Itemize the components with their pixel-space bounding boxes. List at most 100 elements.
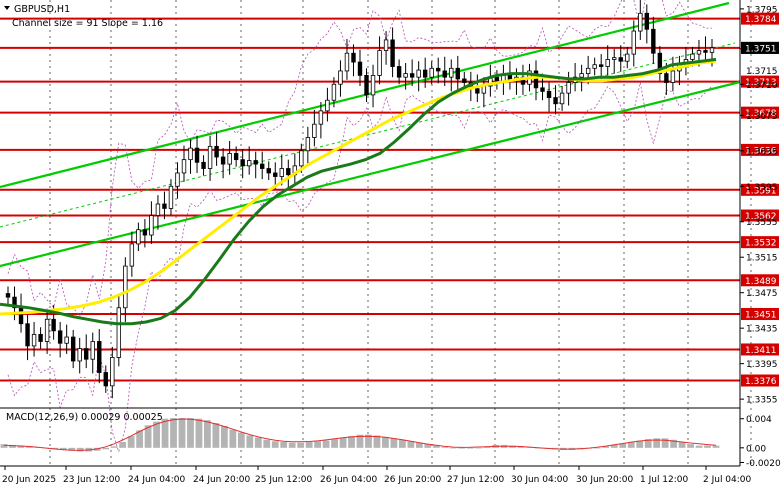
macd-histogram-bar <box>170 418 177 448</box>
candle-body <box>136 229 141 245</box>
candle-body <box>344 52 350 72</box>
macd-histogram-bar <box>390 438 398 448</box>
axis-tick-label: 1.3515 <box>746 254 778 264</box>
candle-body <box>84 348 89 360</box>
macd-histogram-bar <box>246 435 254 448</box>
caret-down-icon <box>4 6 10 10</box>
time-axis-label: 30 Jun 20:00 <box>576 475 633 485</box>
macd-histogram-bar <box>712 445 720 448</box>
level-label: 1.3678 <box>745 109 777 119</box>
candle-body <box>233 153 239 161</box>
time-axis-label: 25 Jun 12:00 <box>255 475 312 485</box>
candle-body <box>5 293 11 298</box>
time-axis-label: 20 Jun 2025 <box>2 475 56 485</box>
level-label-box <box>741 236 779 249</box>
candle-body <box>403 73 408 78</box>
candle-body <box>612 57 617 60</box>
level-label: 1.3562 <box>745 212 777 222</box>
candle-body <box>214 145 219 158</box>
macd-histogram-bar <box>593 447 601 449</box>
current-price-box <box>741 41 779 54</box>
candle-body <box>129 243 135 267</box>
candle-body <box>351 52 356 63</box>
level-label-box <box>741 209 779 222</box>
candle-body <box>429 67 434 78</box>
candle-body <box>709 47 715 53</box>
candle-body <box>31 333 37 347</box>
candle-body <box>64 336 69 344</box>
candle-body <box>318 110 324 125</box>
current-price-label: 1.3751 <box>745 44 777 54</box>
candle-body <box>51 318 56 332</box>
candle-body <box>644 12 650 30</box>
candle-body <box>188 147 193 161</box>
macd-histogram-bar <box>339 437 347 448</box>
macd-histogram-bar <box>365 434 372 448</box>
candle-body <box>377 50 382 76</box>
macd-histogram-bar <box>602 446 610 448</box>
candle-body <box>12 296 17 309</box>
macd-histogram-bar <box>220 426 228 448</box>
candle-body <box>123 265 128 309</box>
macd-histogram-bar <box>644 439 652 448</box>
macd-histogram-bar <box>161 418 169 448</box>
candle-body <box>631 30 636 55</box>
candle-body <box>364 74 369 96</box>
candle-body <box>598 64 604 67</box>
level-label-box <box>741 374 779 387</box>
candle-body <box>18 307 24 325</box>
macd-histogram-bar <box>475 447 483 449</box>
macd-histogram-bar <box>153 421 160 448</box>
candlesticks <box>5 0 715 399</box>
bollinger-bands <box>7 0 713 454</box>
axis-tick-label: 1.3555 <box>746 218 778 228</box>
level-label: 1.3713 <box>745 78 777 88</box>
candle-body <box>370 74 376 96</box>
macd-signal-line <box>3 418 717 451</box>
candle-body <box>585 67 591 75</box>
macd-histogram-bar <box>0 444 8 448</box>
time-axis: 20 Jun 2025 23 Jun 12:00 24 Jun 04:00 24 Ju… <box>2 466 752 485</box>
candle-body <box>97 341 102 373</box>
candle-body <box>422 69 428 78</box>
macd-histogram-bar <box>449 447 457 449</box>
candle-body <box>475 88 480 94</box>
candle-body <box>605 59 610 67</box>
bollinger-lower <box>7 82 713 454</box>
macd-histogram-bar <box>619 443 627 448</box>
axis-tick-label: 1.3675 <box>746 112 778 122</box>
macd-histogram-bar <box>704 445 711 448</box>
candle-body <box>279 168 284 177</box>
candle-body <box>220 156 226 165</box>
axis-tick-label: 1.3395 <box>746 360 778 370</box>
candle-body <box>462 78 467 83</box>
candle-body <box>696 50 702 55</box>
time-axis-label: 23 Jun 12:00 <box>63 475 120 485</box>
time-axis-label: 26 Jun 04:00 <box>320 475 377 485</box>
candle-body <box>227 153 232 165</box>
candle-body <box>331 83 337 101</box>
macd-histogram-bar <box>195 418 203 448</box>
time-axis-label: 2 Jul 04:00 <box>703 475 752 485</box>
candle-body <box>207 145 213 169</box>
level-label: 1.3532 <box>745 239 777 249</box>
candle-body <box>194 147 200 163</box>
candle-body <box>690 53 695 60</box>
candle-body <box>383 39 389 51</box>
macd-histogram-bar <box>271 441 279 448</box>
candle-body <box>25 323 30 347</box>
candle-body <box>409 73 415 78</box>
candle-body <box>566 82 571 94</box>
level-label: 1.3489 <box>745 277 777 287</box>
candle-body <box>664 73 669 83</box>
candle-body <box>181 159 187 174</box>
macd-histogram-bar <box>678 442 686 448</box>
candle-body <box>77 348 82 362</box>
symbol-label: GBPUSD,H1 <box>14 4 70 15</box>
macd-histogram-bar <box>407 441 415 448</box>
level-label-box <box>741 343 779 356</box>
candle-body <box>703 50 708 53</box>
level-label: 1.3591 <box>745 186 777 196</box>
